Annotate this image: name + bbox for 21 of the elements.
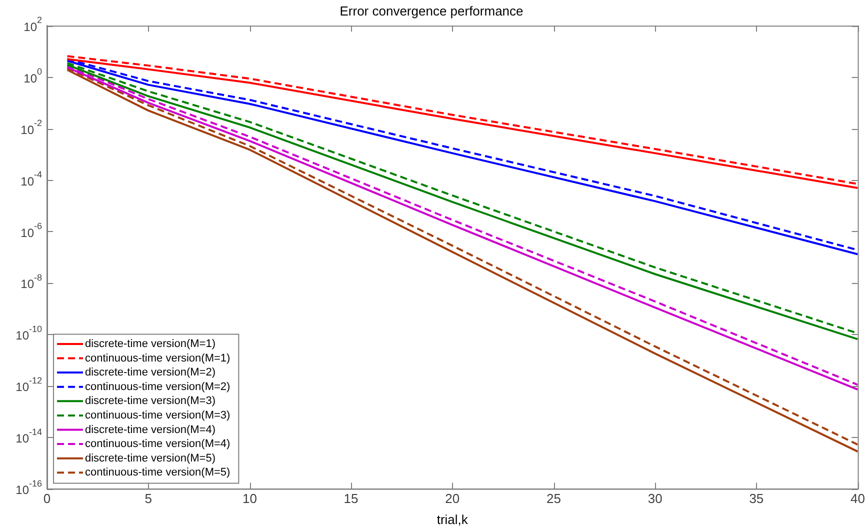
legend-label: discrete-time version(M=4) [85,424,216,436]
x-axis-title: trial,k [436,512,468,527]
legend-label: discrete-time version(M=3) [85,395,216,408]
x-tick-label: 25 [546,491,561,506]
x-tick-label: 10 [242,491,257,506]
legend-label: discrete-time version(M=2) [85,366,216,379]
legend-label: continuous-time version(M=2) [85,380,230,393]
legend-label: continuous-time version(M=3) [85,409,230,422]
legend-label: discrete-time version(M=5) [85,452,216,464]
x-tick-label: 40 [850,491,866,506]
legend-label: continuous-time version(M=5) [85,466,230,479]
x-tick-label: 0 [43,491,51,506]
x-tick-label: 5 [144,491,152,506]
legend-label: discrete-time version(M=1) [85,338,216,350]
x-tick-label: 15 [344,491,358,506]
x-tick-label: 35 [749,491,764,506]
x-tick-label: 30 [648,491,662,506]
legend-label: continuous-time version(M=4) [85,438,230,450]
legend-label: continuous-time version(M=1) [85,352,230,364]
chart-title: Error convergence performance [340,3,524,18]
x-tick-label: 20 [445,491,460,506]
